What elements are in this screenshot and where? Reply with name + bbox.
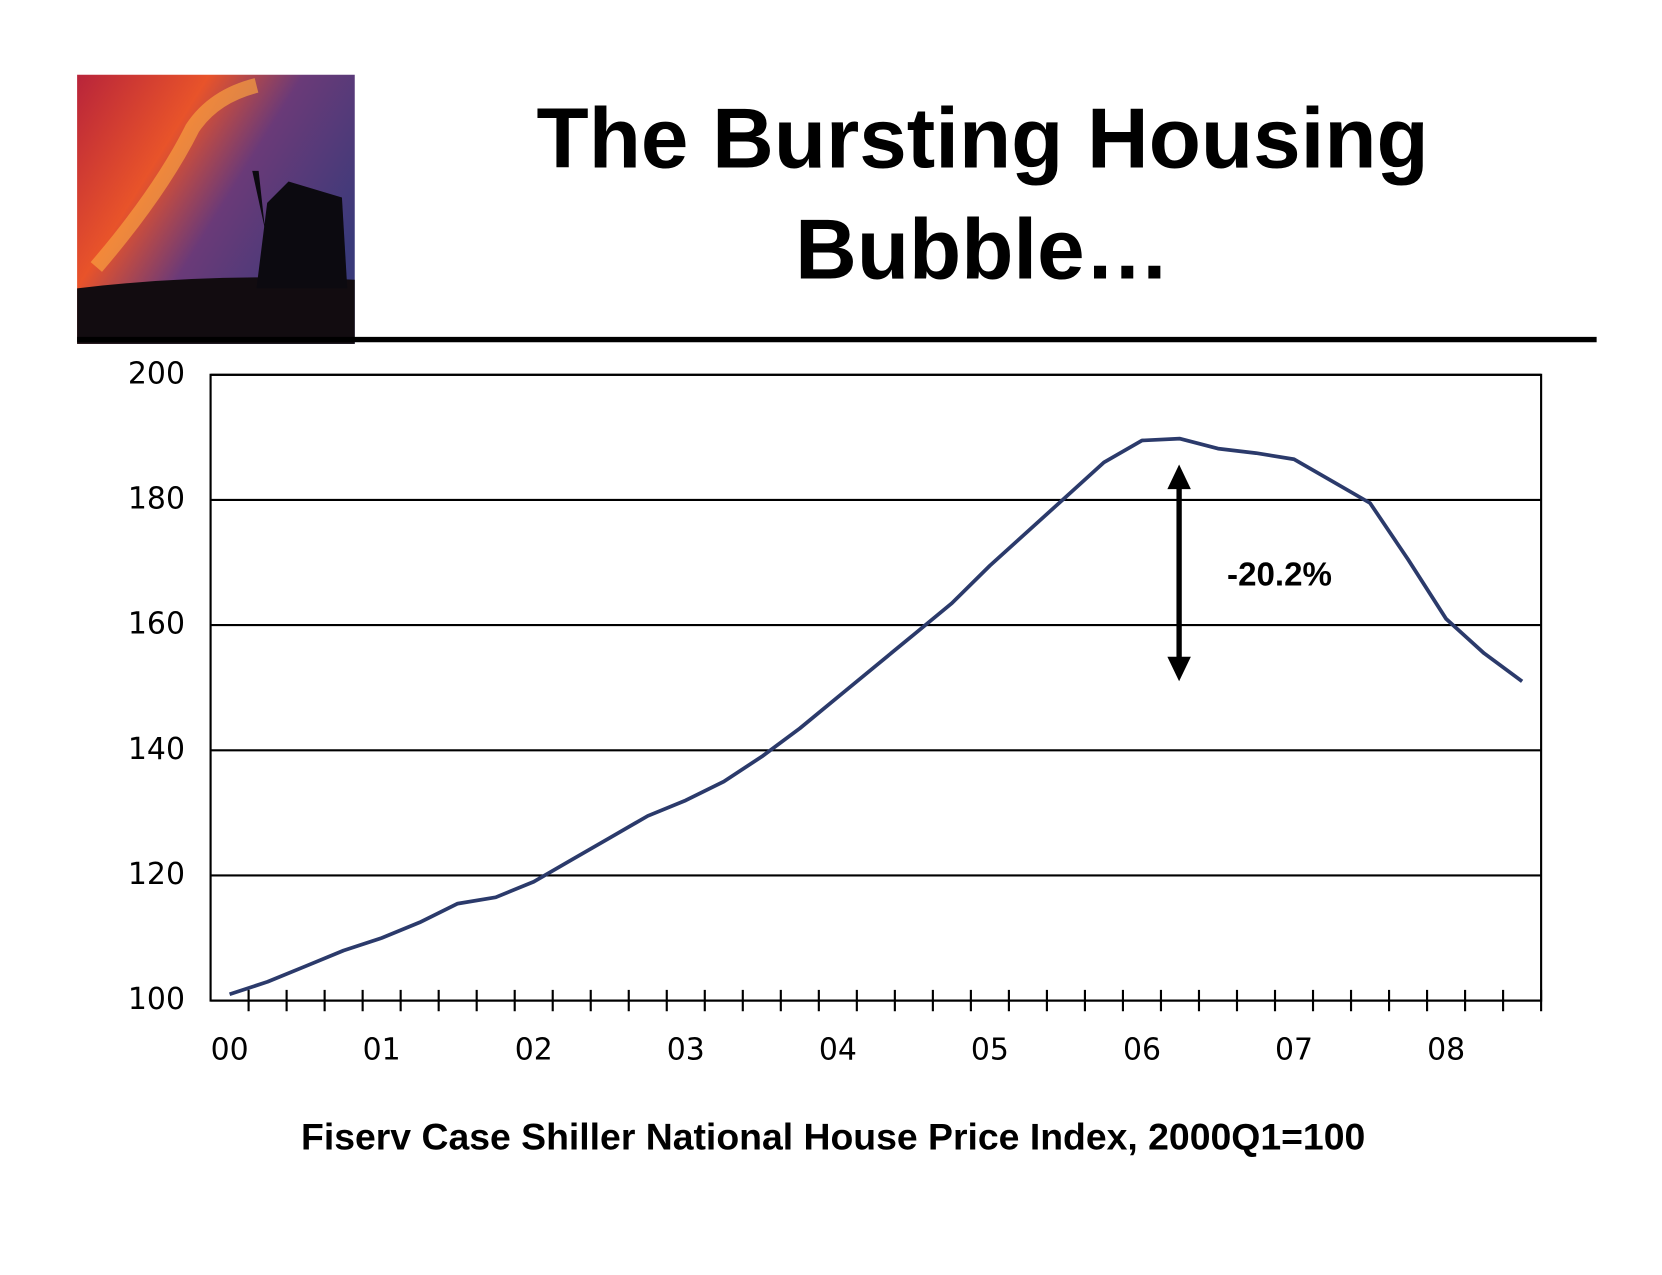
x-tick-label: 06 xyxy=(1123,1032,1161,1067)
x-tick-label: 04 xyxy=(819,1032,857,1067)
x-tick-label: 08 xyxy=(1427,1032,1465,1067)
plot-frame xyxy=(209,373,1543,1002)
y-tick-label: 160 xyxy=(128,607,185,642)
annotation: -20.2% xyxy=(1227,556,1332,593)
chart-title: The Bursting Housing Bubble… xyxy=(536,90,1429,297)
x-tick-label: 02 xyxy=(515,1032,553,1067)
photo xyxy=(77,74,355,344)
x-tick-label: 07 xyxy=(1275,1032,1313,1067)
y-tick-label: 120 xyxy=(128,857,185,892)
y-tick-label: 140 xyxy=(128,732,185,767)
arrow-head xyxy=(1167,656,1191,682)
x-axis-label: Fiserv Case Shiller National House Price… xyxy=(301,1115,1365,1157)
y-tick-label: 180 xyxy=(128,481,185,516)
title-box: The Bursting Housing Bubble… xyxy=(536,90,1429,297)
x-tick-label: 01 xyxy=(363,1032,401,1067)
data-line xyxy=(229,436,1524,997)
arrow-head xyxy=(1167,464,1191,490)
y-tick-label: 100 xyxy=(128,982,185,1017)
x-tick-label: 00 xyxy=(211,1032,249,1067)
x-tick-label: 03 xyxy=(667,1032,705,1067)
y-tick-label: 200 xyxy=(128,356,185,391)
x-tick-label: 05 xyxy=(971,1032,1009,1067)
